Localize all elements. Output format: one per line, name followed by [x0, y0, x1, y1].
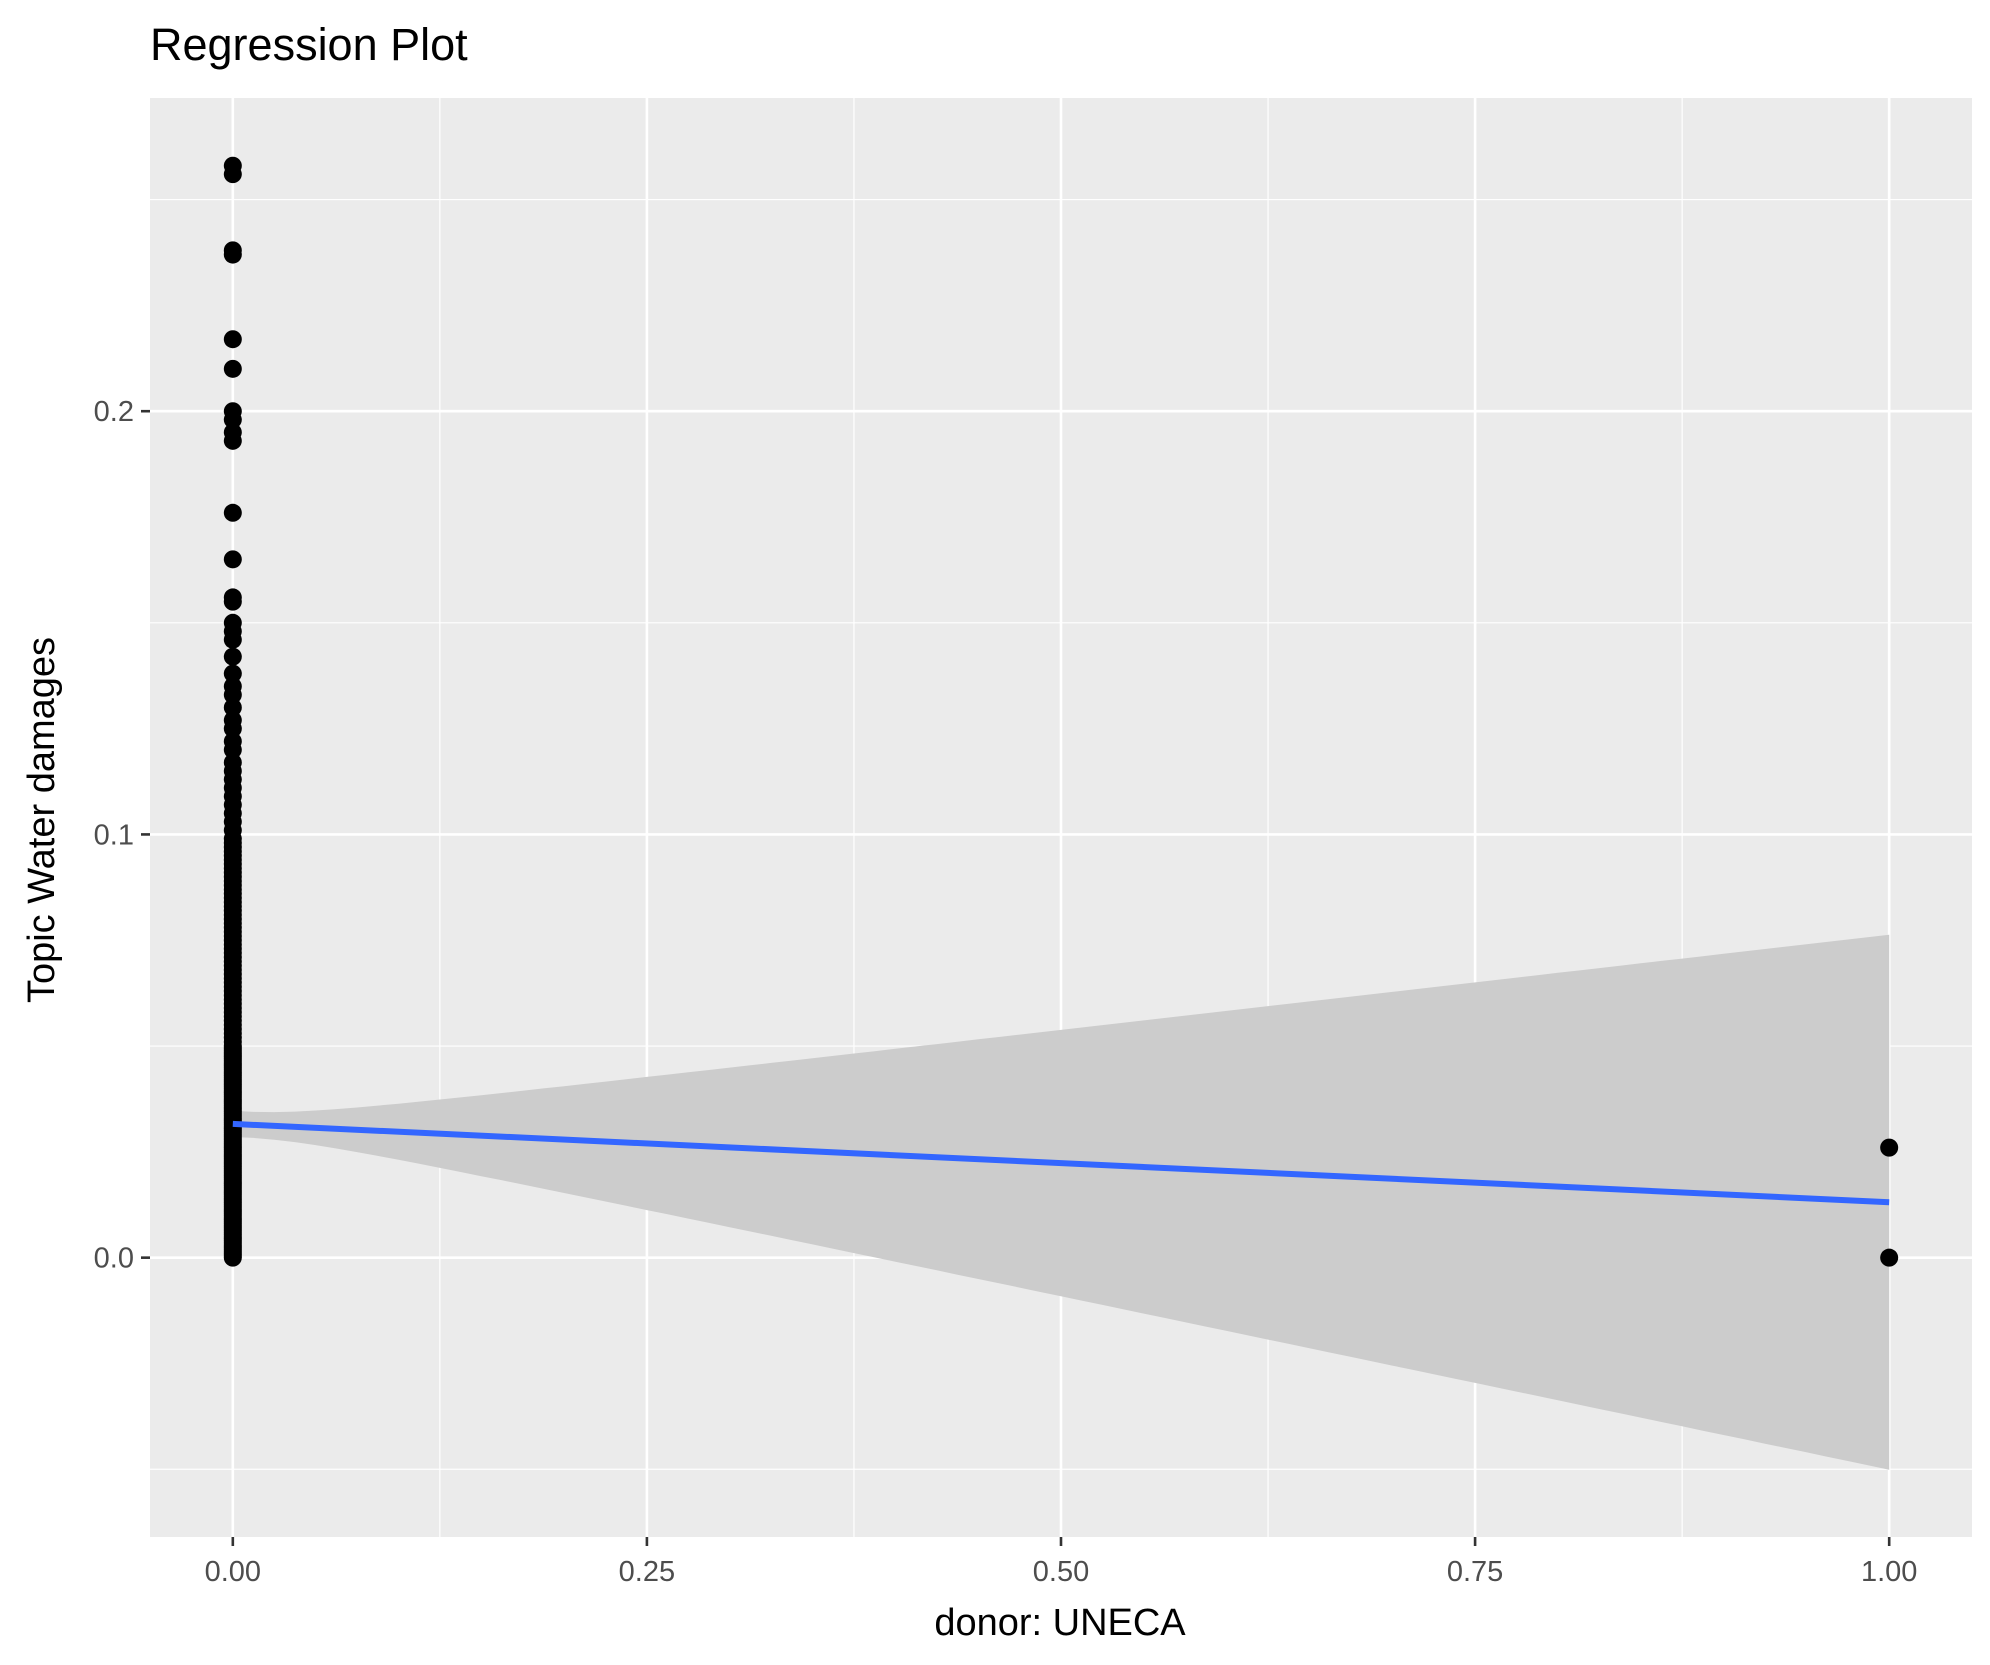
data-point: [1880, 1138, 1899, 1157]
x-tick-label: 0.25: [619, 1556, 675, 1588]
data-point: [223, 550, 242, 569]
data-point: [223, 740, 242, 759]
data-point: [223, 410, 242, 429]
x-axis-title: donor: UNECA: [934, 1602, 1186, 1644]
data-point: [223, 698, 242, 717]
y-tick-label: 0.1: [94, 819, 134, 851]
x-tick-label: 0.00: [205, 1556, 261, 1588]
data-points: [223, 156, 1899, 1267]
x-tick-label: 1.00: [1861, 1556, 1917, 1588]
data-point: [223, 630, 242, 649]
data-point: [223, 719, 242, 738]
y-tick-label: 0.2: [94, 396, 134, 428]
data-point: [223, 359, 242, 378]
y-axis-ticks: 0.0 0.1 0.2: [94, 396, 150, 1275]
confidence-band: [232, 934, 1890, 1470]
data-point: [1880, 1248, 1899, 1267]
y-axis-title: Topic Water damages: [21, 637, 63, 1003]
chart-title: Regression Plot: [150, 19, 468, 70]
data-point: [223, 503, 242, 522]
data-point: [223, 664, 242, 683]
x-tick-label: 0.75: [1447, 1556, 1503, 1588]
data-point: [223, 431, 242, 450]
x-axis-ticks: 0.00 0.25 0.50 0.75 1.00: [205, 1537, 1917, 1588]
data-point: [223, 592, 242, 611]
x-tick-label: 0.50: [1033, 1556, 1089, 1588]
data-point: [223, 1039, 242, 1058]
data-point: [223, 165, 242, 184]
data-point: [223, 647, 242, 666]
regression-line: [232, 1120, 1890, 1206]
data-point: [223, 685, 242, 704]
data-point: [223, 245, 242, 264]
y-tick-label: 0.0: [94, 1243, 134, 1275]
data-point: [223, 330, 242, 349]
